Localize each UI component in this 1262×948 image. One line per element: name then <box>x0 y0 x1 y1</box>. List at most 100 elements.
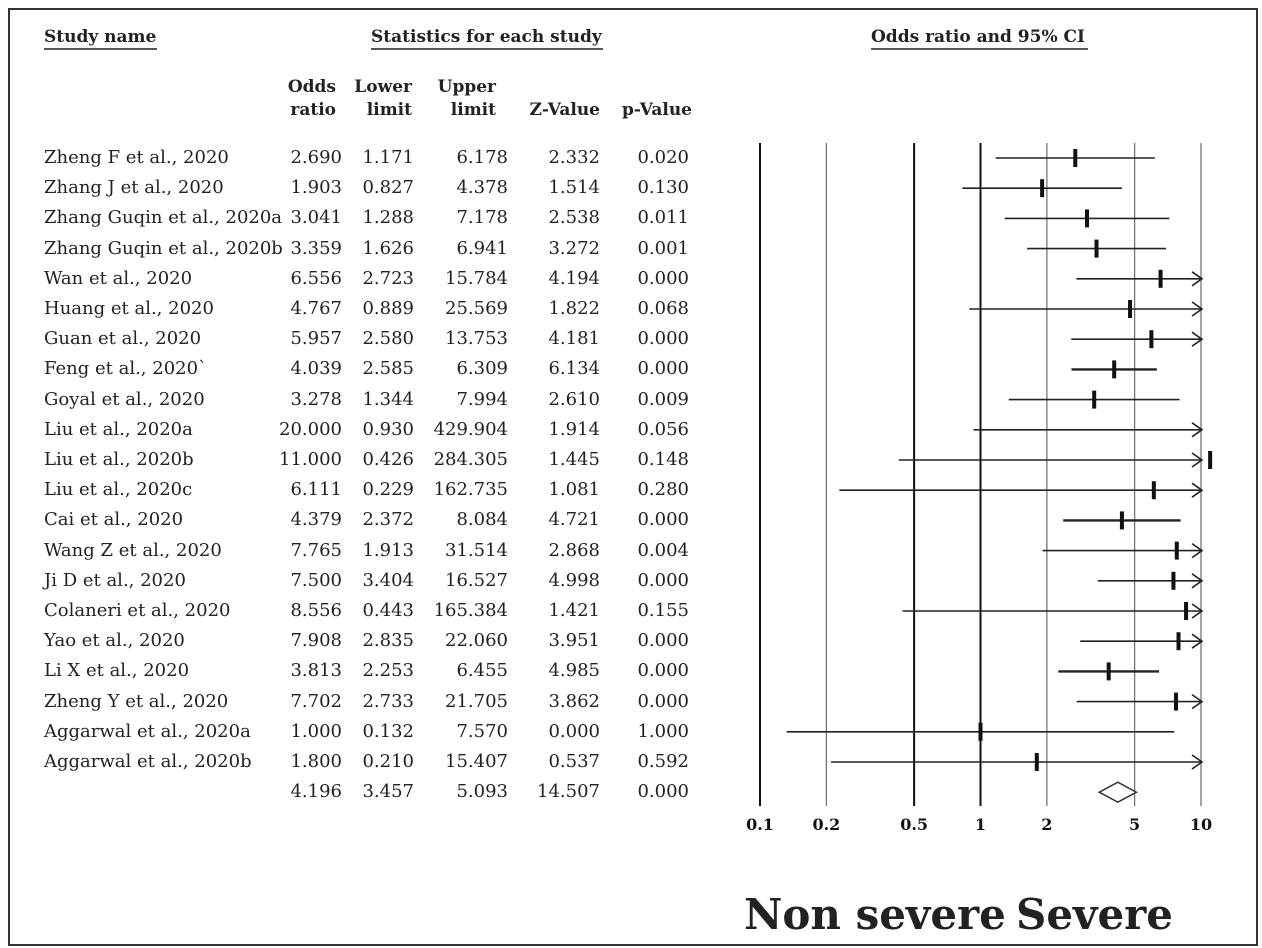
lower-limit-cell: 0.827 <box>362 177 414 199</box>
upper-limit-cell: 16.527 <box>445 569 508 591</box>
p-value-cell: 0.004 <box>637 539 689 561</box>
study-name-cell: Zheng Y et al., 2020 <box>44 690 229 712</box>
point-estimate <box>1173 692 1178 711</box>
lower-limit-cell: 2.580 <box>362 328 414 350</box>
x-tick-label: 1 <box>975 815 986 834</box>
lower-limit-cell: 1.171 <box>362 147 414 168</box>
upper-limit-cell: 165.384 <box>433 600 508 621</box>
summary-z-value-cell: 14.507 <box>537 781 600 803</box>
z-value-cell: 6.134 <box>548 358 600 380</box>
lower-limit-cell: 2.723 <box>362 267 414 289</box>
p-value-column-header: p-Value <box>622 100 692 120</box>
lower-limit-column-header: Lower limit <box>350 76 412 122</box>
odds-ratio-cell: 4.379 <box>290 509 342 531</box>
lower-limit-cell: 1.344 <box>362 388 414 410</box>
x-tick-label: 0.5 <box>900 815 928 834</box>
upper-limit-cell: 21.705 <box>445 690 508 712</box>
z-value-cell: 1.822 <box>548 298 600 319</box>
favours-right-label: Severe <box>1016 890 1174 939</box>
upper-limit-cell: 7.570 <box>456 720 508 742</box>
p-value-cell: 0.011 <box>637 207 689 229</box>
study-name-cell: Colaneri et al., 2020 <box>44 600 231 621</box>
odds-ratio-header-line1: Odds <box>287 77 336 97</box>
odds-ratio-cell: 7.765 <box>290 539 342 561</box>
study-name-cell: Wang Z et al., 2020 <box>44 539 222 561</box>
lower-limit-cell: 0.930 <box>362 418 414 440</box>
study-name-cell: Liu et al., 2020b <box>44 449 194 470</box>
lower-limit-cell: 0.426 <box>362 449 414 470</box>
x-tick-label: 0.2 <box>812 815 840 834</box>
study-name-cell: Liu et al., 2020a <box>44 418 193 440</box>
study-name-cell: Goyal et al., 2020 <box>44 388 205 410</box>
upper-limit-cell: 429.904 <box>433 418 508 440</box>
odds-ratio-cell: 11.000 <box>279 449 342 470</box>
summary-p-value-cell: 0.000 <box>637 781 689 803</box>
study-name-cell: Huang et al., 2020 <box>44 298 214 319</box>
study-name-cell: Aggarwal et al., 2020b <box>44 751 252 772</box>
ci-arrow-right <box>1191 452 1204 468</box>
study-name-cell: Cai et al., 2020 <box>44 509 184 531</box>
lower-limit-cell: 2.733 <box>362 690 414 712</box>
p-value-cell: 0.000 <box>637 358 689 380</box>
ci-arrow-right <box>1191 542 1204 559</box>
point-estimate <box>1094 239 1099 258</box>
study-name-cell: Liu et al., 2020c <box>44 479 193 501</box>
odds-ratio-cell: 1.800 <box>290 751 342 772</box>
odds-ratio-cell: 3.359 <box>290 237 342 259</box>
ci-arrow-right <box>1191 482 1204 498</box>
lower-limit-header-line1: Lower <box>354 77 412 97</box>
point-estimate <box>1184 602 1189 620</box>
point-estimate <box>1149 330 1154 349</box>
upper-limit-cell: 7.994 <box>456 388 508 410</box>
p-value-cell: 0.000 <box>637 328 689 350</box>
plot-underline <box>871 48 1088 50</box>
ci-arrow-right <box>1191 422 1204 438</box>
ci-arrow-right <box>1191 331 1204 347</box>
p-value-cell: 0.000 <box>637 690 689 712</box>
odds-ratio-cell: 7.702 <box>290 690 342 712</box>
lower-limit-cell: 0.132 <box>362 720 414 742</box>
z-value-cell: 2.868 <box>548 539 600 561</box>
odds-ratio-cell: 5.957 <box>290 328 342 350</box>
point-estimate <box>1073 149 1078 167</box>
z-value-cell: 4.721 <box>548 509 600 531</box>
study-name-cell: Zhang Guqin et al., 2020a <box>44 207 283 229</box>
upper-limit-cell: 15.784 <box>445 267 508 289</box>
odds-ratio-cell: 8.556 <box>290 600 342 621</box>
p-value-cell: 0.000 <box>637 267 689 289</box>
point-estimate <box>1174 541 1179 560</box>
lower-limit-cell: 3.404 <box>362 569 414 591</box>
point-estimate <box>1151 481 1156 500</box>
z-value-cell: 3.862 <box>548 690 600 712</box>
summary-upper-limit-cell: 5.093 <box>456 781 508 803</box>
odds-ratio-header-line2: ratio <box>290 100 336 120</box>
z-value-cell: 3.951 <box>548 630 600 652</box>
study-name-cell: Zhang J et al., 2020 <box>44 177 224 199</box>
z-value-cell: 2.610 <box>548 388 600 410</box>
p-value-cell: 0.000 <box>637 630 689 652</box>
lower-limit-cell: 2.835 <box>362 630 414 652</box>
upper-limit-cell: 6.309 <box>456 358 508 380</box>
ci-arrow-right <box>1191 693 1204 710</box>
upper-limit-cell: 25.569 <box>445 298 508 319</box>
odds-ratio-cell: 3.041 <box>290 207 342 229</box>
p-value-cell: 0.001 <box>637 237 689 259</box>
ci-arrow-right <box>1191 271 1204 287</box>
ci-arrow-right <box>1191 633 1204 649</box>
odds-ratio-cell: 7.908 <box>290 630 342 652</box>
z-value-cell: 0.000 <box>548 720 600 742</box>
ci-arrow-right <box>1191 603 1204 619</box>
summary-diamond <box>1097 781 1138 804</box>
x-tick-label: 2 <box>1041 815 1052 834</box>
lower-limit-cell: 1.626 <box>362 237 414 259</box>
study-name-cell: Ji D et al., 2020 <box>44 569 186 591</box>
upper-limit-cell: 6.178 <box>456 147 508 168</box>
z-value-cell: 0.537 <box>548 751 600 772</box>
upper-limit-cell: 15.407 <box>445 751 508 772</box>
study-name-cell: Aggarwal et al., 2020a <box>44 720 251 742</box>
z-value-cell: 1.081 <box>548 479 600 501</box>
lower-limit-cell: 0.210 <box>362 751 414 772</box>
p-value-cell: 0.280 <box>637 479 689 501</box>
z-value-cell: 4.181 <box>548 328 600 350</box>
